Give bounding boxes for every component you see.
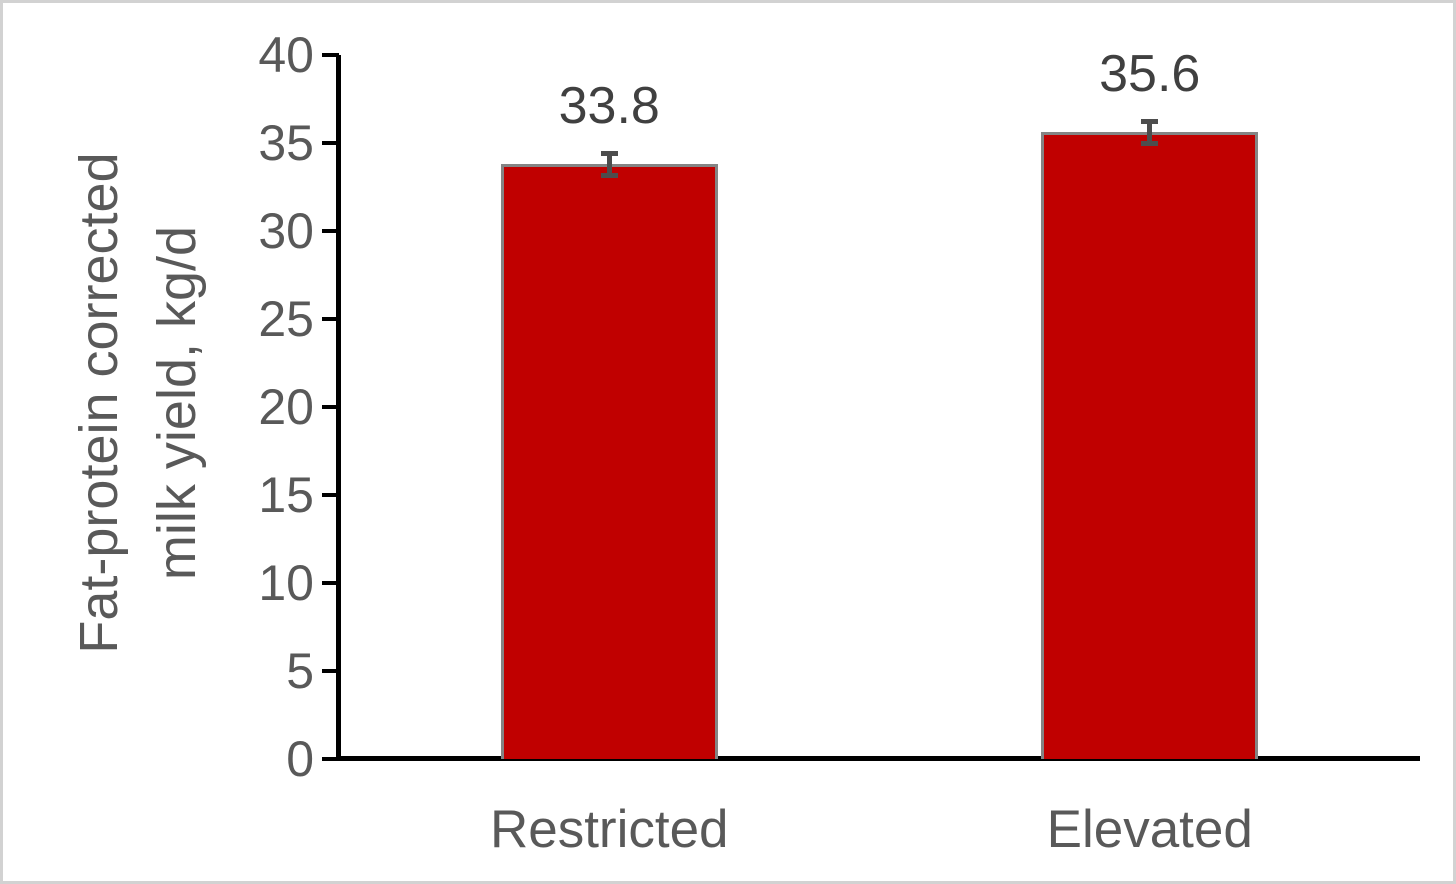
- y-axis-tick-label: 15: [258, 467, 314, 523]
- y-axis-title-line1: Fat-protein corrected: [69, 152, 129, 654]
- y-axis-tick-label: 40: [258, 27, 314, 83]
- y-axis-tick: [322, 317, 339, 321]
- y-axis-title: Fat-protein corrected milk yield, kg/d: [60, 152, 216, 653]
- value-label: 35.6: [1099, 45, 1201, 103]
- y-axis-tick-label: 30: [258, 203, 314, 259]
- y-axis-tick-label: 5: [286, 643, 314, 699]
- y-axis-tick: [322, 669, 339, 673]
- y-axis-tick: [322, 141, 339, 145]
- error-bar-bottom-cap: [1141, 140, 1159, 146]
- y-axis-tick: [322, 53, 339, 57]
- category-label-elevated: Elevated: [1046, 800, 1253, 859]
- value-label: 33.8: [558, 76, 660, 135]
- x-axis-line: [336, 756, 1420, 761]
- category-label-restricted: Restricted: [489, 800, 729, 859]
- y-axis-tick-label: 20: [258, 379, 314, 435]
- y-axis-tick: [322, 581, 339, 585]
- y-axis-tick-label: 25: [258, 291, 314, 347]
- y-axis-tick: [322, 493, 339, 497]
- error-bar-top-cap: [1141, 119, 1159, 124]
- y-axis-tick: [322, 229, 339, 233]
- error-bar-line: [1147, 121, 1153, 144]
- error-bar-line: [606, 152, 612, 176]
- bar-elevated: [1041, 132, 1259, 759]
- y-axis-tick-label: 35: [258, 115, 314, 171]
- y-axis-tick-label: 0: [286, 731, 314, 787]
- y-axis-tick-label: 10: [258, 555, 314, 611]
- y-axis-tick: [322, 405, 339, 409]
- error-bar-top-cap: [600, 150, 618, 156]
- bar-restricted: [500, 164, 718, 759]
- y-axis-tick: [322, 757, 339, 761]
- error-bar-bottom-cap: [600, 172, 618, 178]
